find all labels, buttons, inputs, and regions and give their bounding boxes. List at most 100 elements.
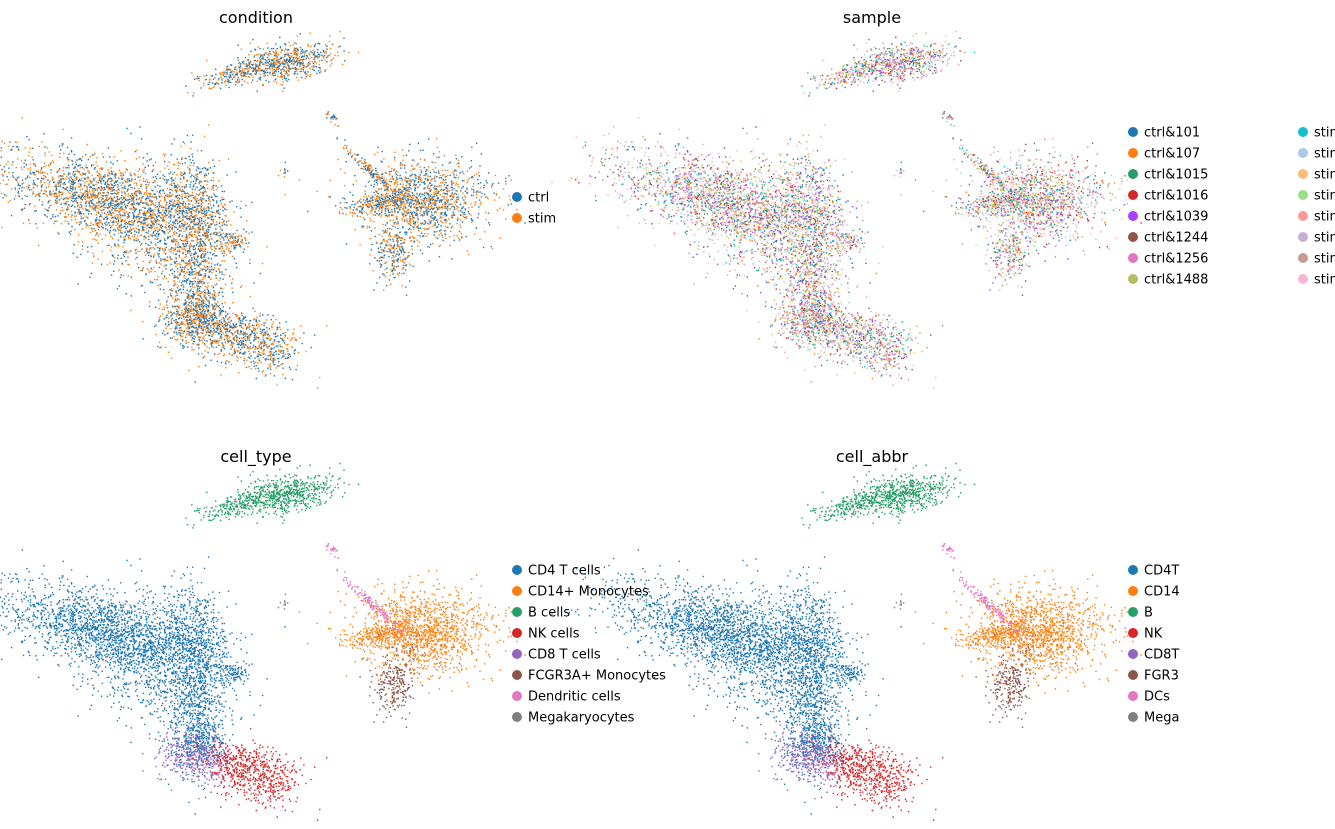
cell-point: [101, 178, 103, 181]
cell-point: [179, 263, 182, 266]
cell-point: [207, 235, 209, 237]
cell-point: [276, 59, 278, 61]
cell-point: [97, 193, 99, 196]
cell-point: [411, 173, 413, 176]
cell-point: [273, 74, 275, 77]
cell-point: [414, 214, 417, 216]
cell-point: [112, 186, 114, 189]
cell-point: [192, 262, 194, 264]
cell-point: [252, 63, 255, 66]
cell-point: [275, 367, 277, 369]
cell-point: [212, 193, 215, 195]
cell-point: [224, 76, 226, 78]
cell-point: [200, 300, 203, 302]
cell-point: [101, 238, 103, 240]
cell-point: [272, 59, 274, 61]
cell-point: [221, 323, 223, 325]
cell-point: [202, 195, 204, 197]
cell-point: [412, 215, 414, 217]
cell-point: [108, 244, 110, 246]
cell-point: [175, 292, 177, 294]
cell-point: [299, 33, 301, 35]
cell-point: [122, 254, 125, 256]
cell-point: [210, 316, 212, 318]
cell-point: [214, 241, 216, 244]
cell-point: [178, 322, 180, 324]
cell-point: [186, 180, 189, 182]
cell-point: [281, 49, 283, 51]
cell-point: [202, 256, 205, 258]
cell-point: [201, 269, 203, 271]
cell-point: [252, 329, 255, 331]
cell-point: [182, 215, 184, 217]
cell-point: [78, 178, 81, 181]
cell-point: [390, 244, 392, 247]
cell-point: [436, 196, 439, 198]
cell-point: [185, 305, 187, 308]
cell-point: [229, 252, 231, 254]
cell-point: [396, 202, 398, 204]
cell-point: [254, 328, 257, 331]
cell-point: [188, 330, 190, 333]
cell-point: [175, 210, 177, 212]
cell-point: [94, 204, 97, 207]
cell-point: [15, 166, 18, 169]
cell-point: [198, 221, 201, 223]
cell-point: [307, 62, 310, 64]
cell-point: [192, 304, 194, 306]
cell-point: [190, 302, 193, 305]
cell-point: [283, 50, 285, 52]
cell-point: [159, 284, 161, 286]
cell-point: [132, 196, 134, 198]
cell-point: [419, 158, 422, 160]
cell-point: [159, 303, 161, 305]
cell-point: [179, 233, 181, 235]
cell-point: [152, 222, 154, 225]
cell-point: [94, 194, 96, 197]
cell-point: [312, 62, 315, 65]
cell-point: [383, 179, 385, 181]
cell-point: [409, 240, 412, 242]
cell-point: [67, 164, 70, 167]
cell-point: [296, 364, 299, 367]
cell-point: [413, 240, 415, 242]
cell-point: [400, 201, 402, 203]
cell-point: [256, 64, 258, 66]
cell-point: [129, 220, 131, 223]
cell-point: [170, 322, 173, 325]
cell-point: [210, 232, 213, 235]
cell-point: [107, 214, 110, 216]
cell-point: [454, 169, 456, 171]
cell-point: [92, 193, 95, 195]
cell-point: [171, 180, 173, 183]
cell-point: [85, 166, 87, 169]
cell-point: [155, 324, 157, 326]
cell-point: [417, 230, 420, 232]
cell-point: [193, 321, 196, 323]
cell-point: [133, 196, 135, 198]
cell-point: [191, 153, 193, 155]
cell-point: [337, 55, 339, 57]
cell-point: [387, 210, 389, 212]
cell-point: [440, 221, 443, 223]
cell-point: [154, 243, 157, 245]
cell-point: [89, 224, 92, 226]
cell-point: [274, 335, 276, 338]
cell-point: [412, 196, 414, 198]
cell-point: [257, 362, 259, 364]
cell-point: [154, 230, 156, 232]
cell-point: [282, 81, 284, 83]
cell-point: [44, 208, 46, 210]
cell-point: [144, 166, 146, 168]
cell-point: [433, 177, 436, 179]
cell-point: [152, 217, 154, 219]
cell-point: [238, 81, 240, 83]
cell-point: [115, 190, 117, 192]
cell-point: [95, 206, 97, 208]
cell-point: [180, 268, 183, 270]
cell-point: [462, 173, 465, 175]
cell-point: [245, 231, 247, 233]
cell-point: [267, 64, 269, 67]
cell-point: [266, 347, 269, 350]
cell-point: [218, 179, 220, 182]
